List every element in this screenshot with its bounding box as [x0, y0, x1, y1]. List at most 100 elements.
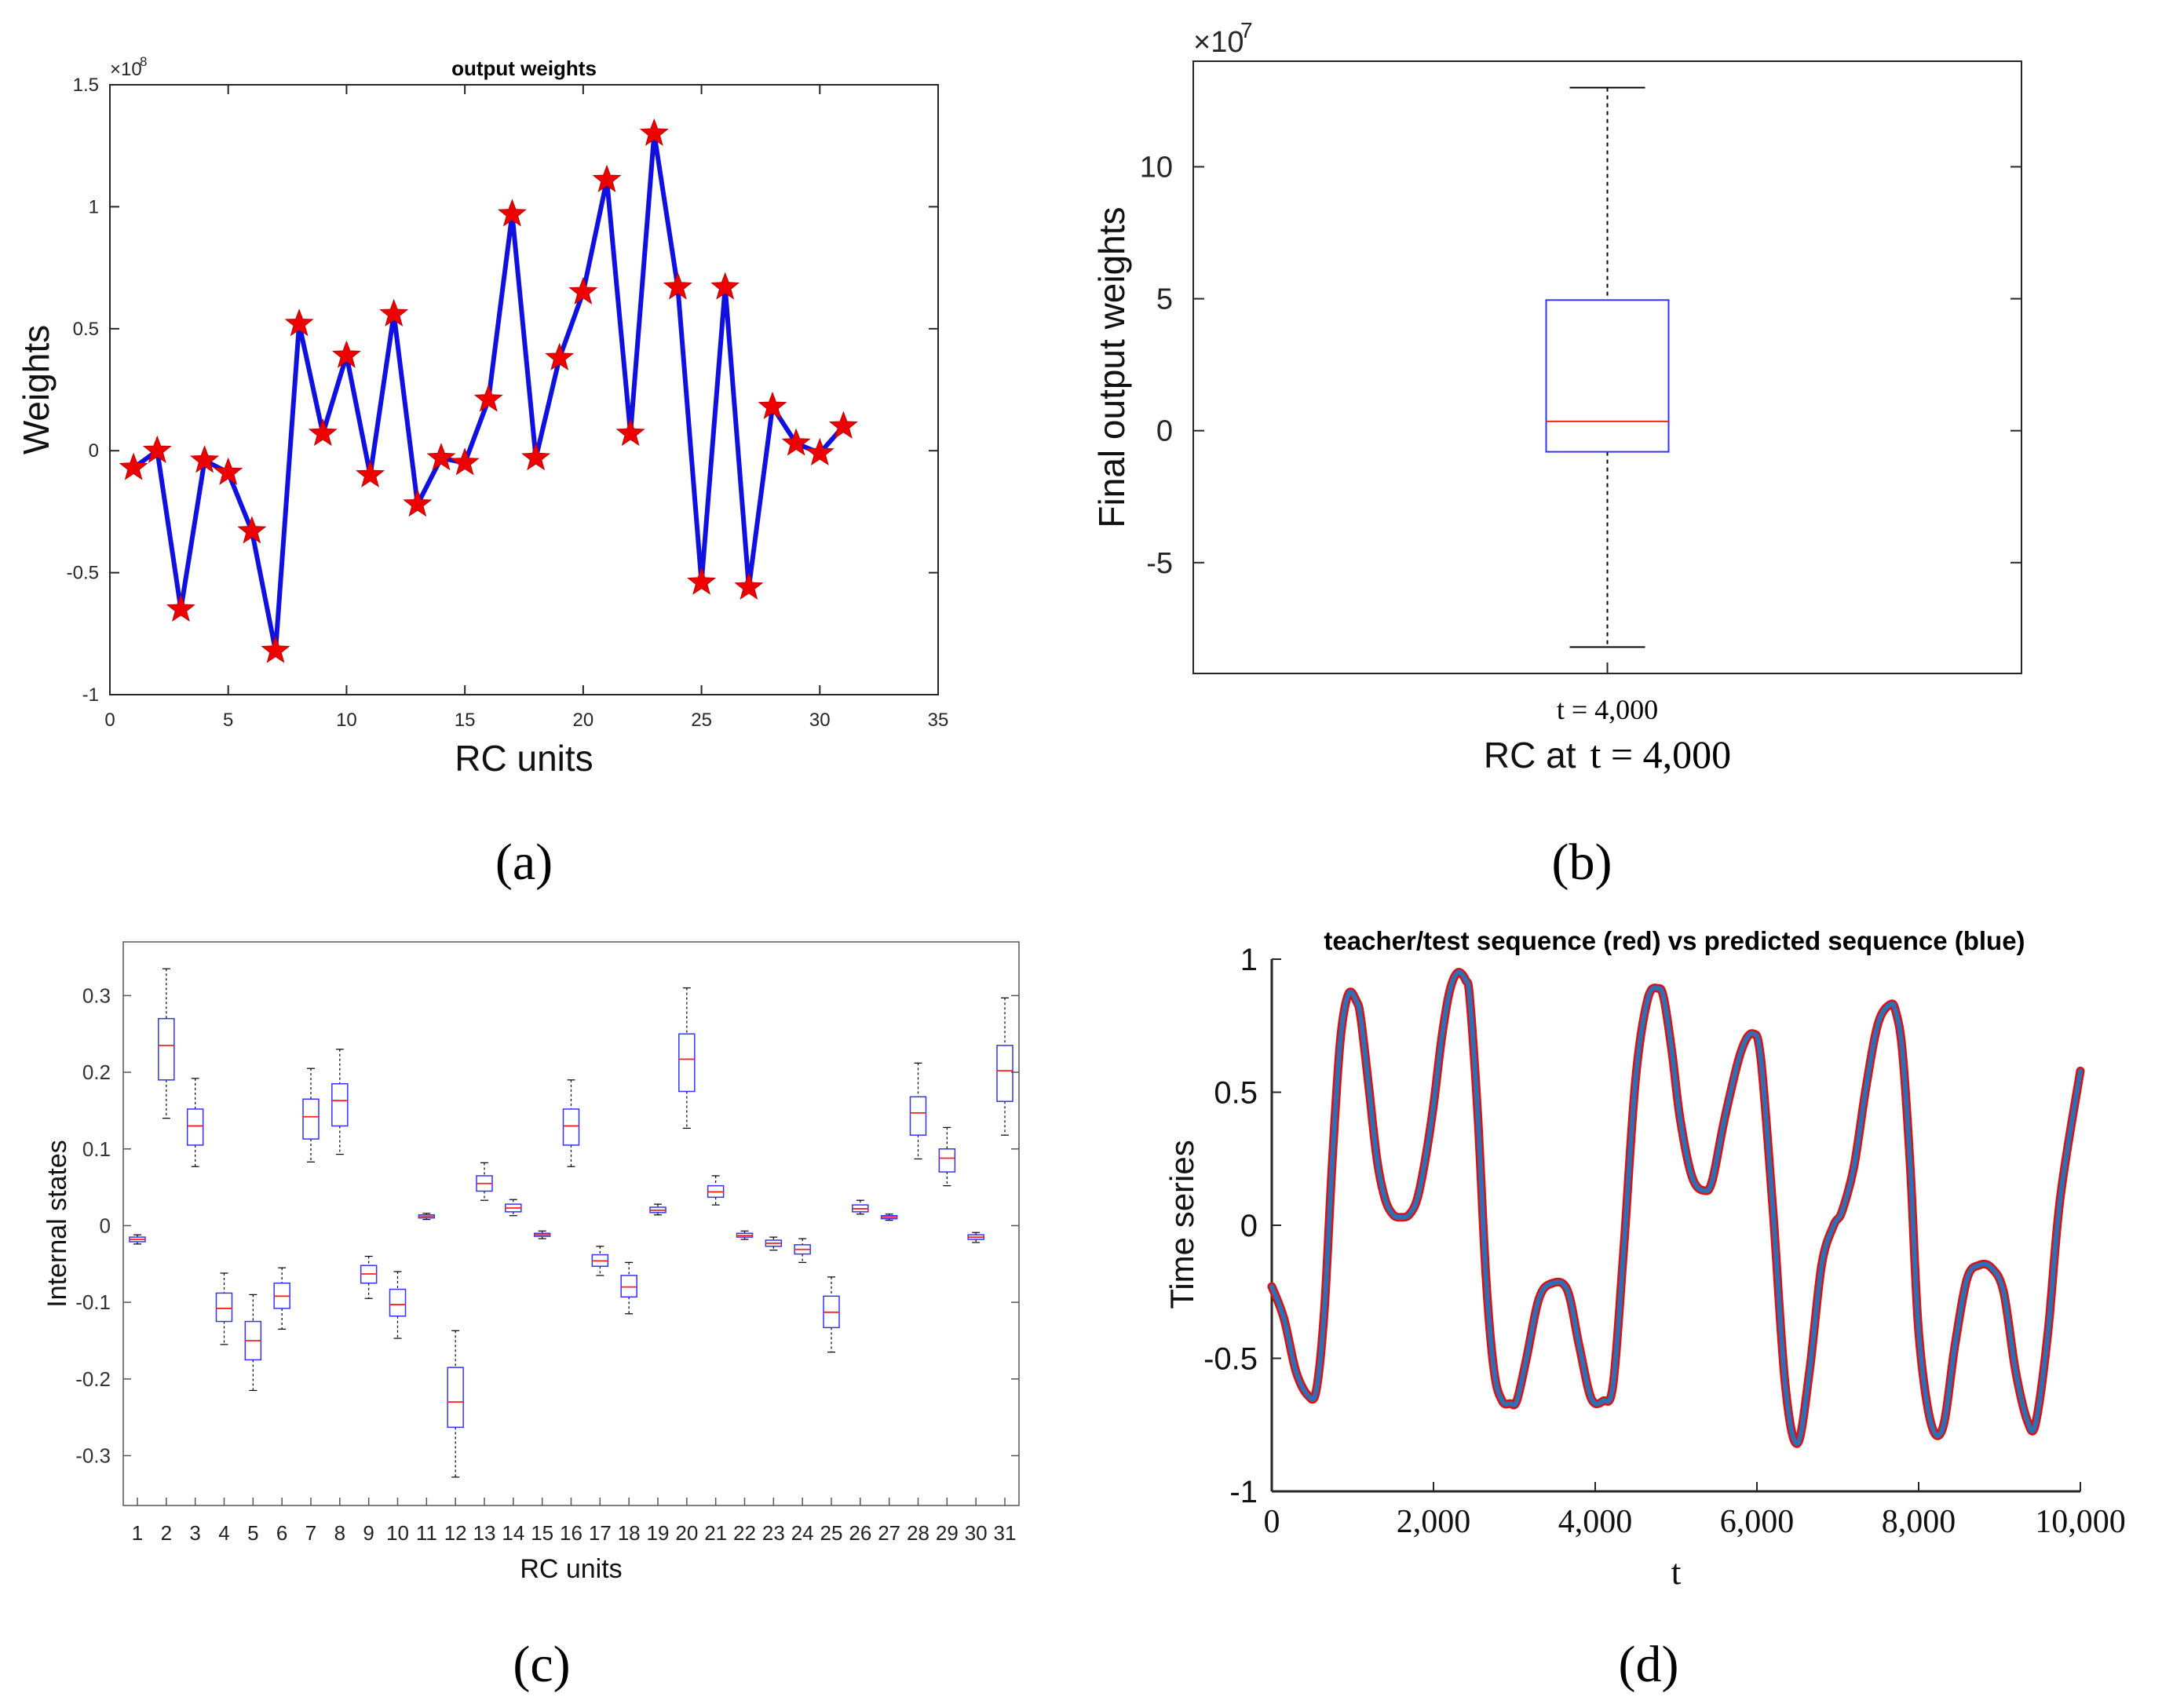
x-axis-label-time-b: t = 4,000	[1590, 732, 1732, 776]
x-tick-label-c: 26	[849, 1521, 871, 1545]
panel-c: -0.3-0.2-0.100.10.20.31 2 3 4 5 6 7 8 9 10 11 12 13 1…	[42, 941, 1020, 1693]
y-tick-label-a: 0.5	[73, 319, 99, 340]
data-point-a	[190, 445, 220, 473]
x-tick-label-c: 18	[618, 1521, 641, 1545]
data-point-a	[497, 199, 527, 227]
box-c	[389, 1288, 407, 1317]
x-tick-label-a: 20	[573, 710, 594, 731]
x-tick-label-c: 24	[791, 1521, 814, 1545]
x-tick-label-a: 30	[809, 710, 831, 731]
x-axis-label-prefix-b: RC at	[1484, 735, 1576, 776]
panel-label-d: (d)	[1619, 1636, 1679, 1693]
y-tick-label-c: -0.2	[75, 1367, 111, 1391]
x-axis-label-a: RC units	[455, 738, 593, 779]
y-tick-label-d: 0	[1240, 1209, 1258, 1243]
x-axis-label-c: RC units	[520, 1554, 622, 1584]
data-point-a	[521, 443, 551, 471]
box-c	[562, 1108, 580, 1146]
y-tick-label-a: 0	[89, 440, 99, 462]
predicted-series-line-d	[1269, 969, 2083, 1447]
y-tick-label-d: 0.5	[1214, 1076, 1258, 1111]
box-b	[1545, 299, 1670, 453]
y-tick-label-b: 10	[1140, 151, 1173, 184]
data-point-a	[734, 571, 764, 600]
y-tick-label-b: -5	[1146, 547, 1173, 580]
data-point-a	[639, 118, 669, 146]
y-tick-label-c: -0.3	[75, 1444, 111, 1468]
data-point-a	[805, 437, 835, 466]
x-tick-label-a: 10	[336, 710, 357, 731]
chart-title-d: teacher/test sequence (red) vs predicted…	[1324, 926, 2025, 955]
x-tick-label-c: 6	[276, 1521, 287, 1545]
x-tick-label-c: 31	[994, 1521, 1017, 1545]
x-tick-label-c: 3	[189, 1521, 200, 1545]
x-tick-label-c: 16	[560, 1521, 583, 1545]
x-tick-label-c: 15	[531, 1521, 553, 1545]
y-tick-label-a: 1.5	[73, 75, 99, 96]
exponent-power-a: 8	[140, 54, 147, 69]
x-tick-label-c: 27	[878, 1521, 900, 1545]
data-point-a	[356, 459, 385, 487]
panel-label-a: (a)	[495, 834, 553, 891]
exponent-power-b: 7	[1240, 18, 1253, 42]
x-tick-label-a: 35	[928, 710, 949, 731]
y-tick-label-b: 0	[1156, 415, 1173, 448]
x-tick-label-c: 11	[416, 1521, 437, 1545]
panel-b: -5 0 5 10 ×107 t = 4,000 RC at t = 4,000 Final o…	[1091, 18, 2022, 891]
x-tick-label-c: 21	[704, 1521, 727, 1545]
exponent-base-b: ×10	[1193, 26, 1244, 59]
plot-frame-c	[122, 941, 1020, 1506]
y-tick-label-c: 0	[100, 1213, 111, 1237]
data-point-a	[261, 635, 290, 663]
box-c	[215, 1292, 233, 1323]
box-c	[302, 1098, 320, 1140]
box-c	[331, 1082, 349, 1127]
panel-a: 0 5 10 15 20 25 30 35 -1 -0.5 0 0.5 1 1.5 ×108 output w…	[16, 54, 948, 891]
x-tick-label-c: 4	[218, 1521, 229, 1545]
x-tick-label-c: 29	[936, 1521, 959, 1545]
x-tick-label-a: 25	[691, 710, 712, 731]
x-tick-label-b: t = 4,000	[1557, 694, 1658, 725]
data-point-a	[119, 452, 148, 480]
data-point-a	[545, 342, 575, 370]
y-axis-label-b: Final output weights	[1091, 206, 1132, 527]
panel-label-c: (c)	[513, 1636, 570, 1693]
box-c	[678, 1033, 696, 1093]
data-point-a	[284, 308, 314, 337]
x-tick-label-d: 2,000	[1397, 1504, 1471, 1540]
box-c	[938, 1148, 956, 1173]
data-point-a	[687, 567, 717, 595]
x-tick-label-d: 6,000	[1720, 1504, 1795, 1540]
teacher-series-line-d	[1267, 968, 2085, 1448]
x-tick-label-a: 0	[104, 710, 115, 731]
data-point-a	[828, 411, 858, 439]
x-tick-label-c: 2	[161, 1521, 172, 1545]
data-point-a	[166, 593, 195, 622]
data-point-a	[214, 457, 243, 485]
data-point-a	[450, 447, 480, 476]
data-point-a	[758, 391, 787, 419]
box-c	[909, 1096, 927, 1136]
y-axis-label-a: Weights	[16, 325, 57, 454]
chart-title-a: output weights	[451, 57, 597, 80]
box-c	[620, 1275, 637, 1298]
x-tick-label-c: 5	[247, 1521, 258, 1545]
x-tick-label-a: 5	[223, 710, 233, 731]
data-point-a	[473, 384, 503, 412]
y-tick-label-d: 1	[1240, 943, 1258, 977]
x-tick-label-c: 1	[132, 1521, 143, 1545]
x-tick-label-d: 10,000	[2035, 1504, 2126, 1540]
y-tick-label-d: -1	[1229, 1475, 1258, 1509]
x-tick-label-c: 10	[386, 1521, 409, 1545]
x-tick-label-c: 23	[762, 1521, 785, 1545]
data-point-a	[237, 516, 267, 544]
exponent-base-a: ×10	[110, 59, 142, 80]
x-tick-label-c: 22	[733, 1521, 756, 1545]
x-tick-label-c: 13	[473, 1521, 496, 1545]
y-tick-label-a: -1	[82, 684, 99, 706]
y-tick-label-c: 0.2	[82, 1060, 111, 1084]
y-axis-label-d: Time series	[1163, 1140, 1200, 1308]
box-c	[158, 1017, 175, 1081]
y-tick-label-d: -0.5	[1203, 1342, 1258, 1377]
